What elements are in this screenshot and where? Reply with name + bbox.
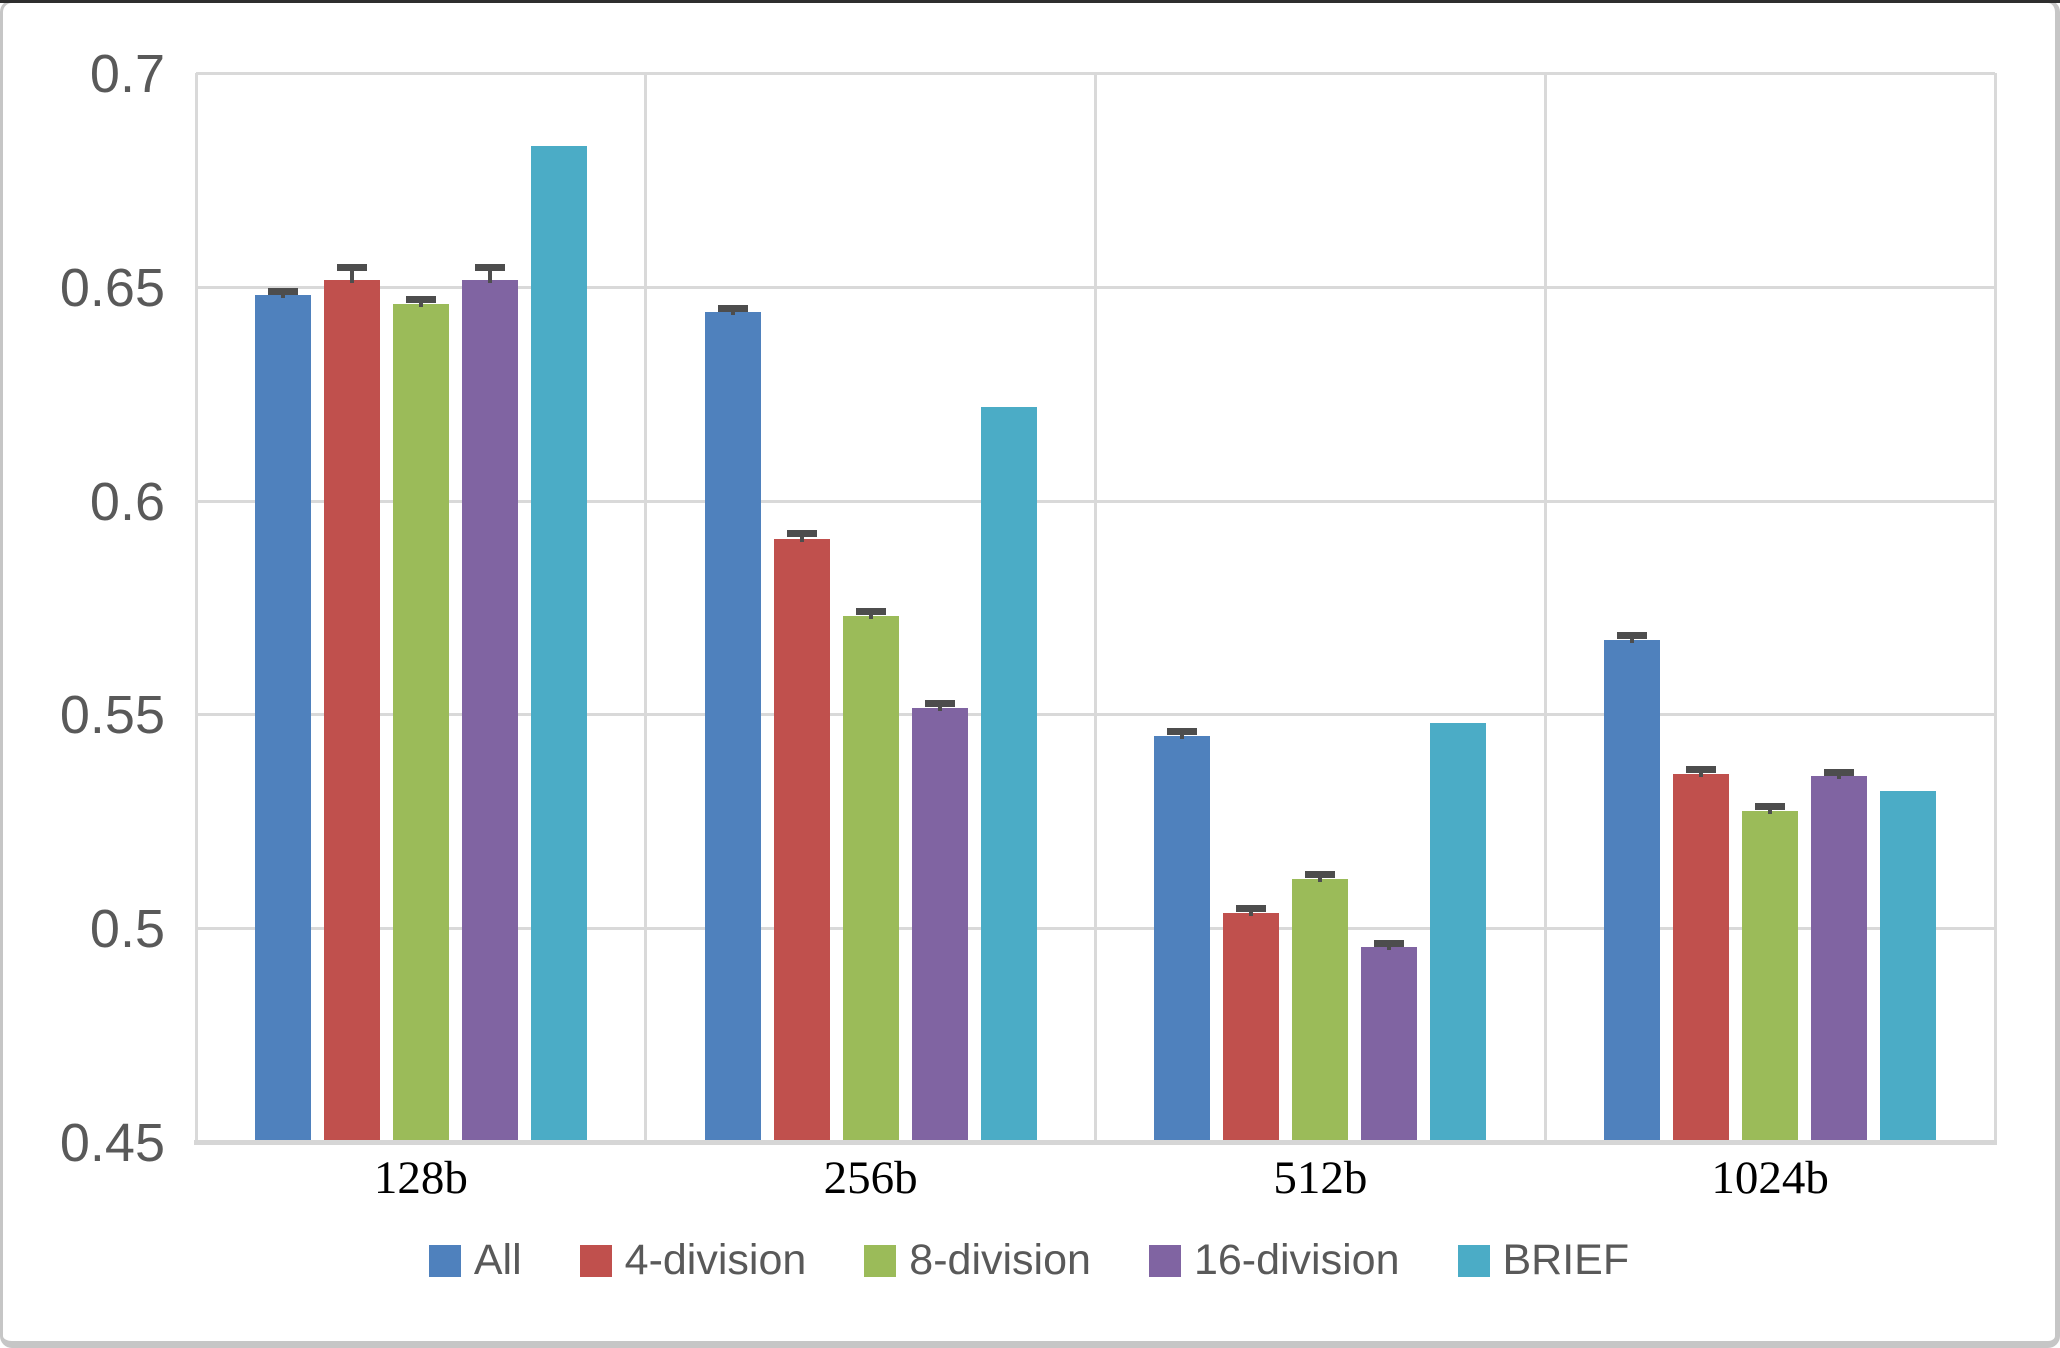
- legend-item-8-division: 8-division: [864, 1239, 1091, 1282]
- bar-16-division-256b: [911, 707, 968, 1142]
- legend-swatch-icon: [579, 1244, 612, 1277]
- window-top-edge: [0, 0, 2060, 3]
- error-bar-cap: [336, 264, 367, 272]
- legend-swatch-icon: [1148, 1244, 1181, 1277]
- error-bar-stem: [1249, 908, 1254, 917]
- legend-label: BRIEF: [1502, 1236, 1630, 1284]
- error-bar-stem: [1837, 772, 1842, 780]
- error-bar-cap: [855, 608, 886, 616]
- legend-item-brief: BRIEF: [1457, 1236, 1630, 1284]
- error-bar-stem: [1630, 635, 1635, 643]
- error-bar-stem: [1768, 806, 1773, 814]
- bar-16-division-128b: [461, 280, 518, 1142]
- error-bar-stem: [1180, 731, 1185, 739]
- bar-all-128b: [254, 295, 311, 1142]
- bar-chart-plot-area: 0.45 0.5 0.55 0.6 0.65 0.7 128b 256b 512b 1024b: [3, 3, 2055, 1341]
- x-axis-category-label: 512b: [1273, 1152, 1368, 1204]
- error-bar-cap: [1617, 631, 1648, 639]
- bar-brief-256b: [980, 406, 1037, 1142]
- error-bar-stem: [937, 703, 942, 711]
- legend: All 4-division 8-division 16-division BRIEF: [3, 1239, 2055, 1282]
- bar-8-division-128b: [392, 303, 449, 1142]
- bar-all-1024b: [1604, 639, 1661, 1142]
- error-bar-stem: [280, 291, 285, 299]
- y-axis-tick-label: 0.55: [59, 685, 165, 746]
- legend-item-16-division: 16-division: [1148, 1236, 1400, 1284]
- x-axis-category-label: 1024b: [1711, 1152, 1829, 1204]
- bar-brief-1024b: [1880, 791, 1937, 1142]
- error-bar-stem: [799, 533, 804, 543]
- error-bar-stem: [487, 267, 492, 284]
- error-bar-cap: [1686, 766, 1717, 774]
- y-axis-tick-label: 0.45: [59, 1113, 165, 1173]
- legend-swatch-icon: [1457, 1244, 1490, 1277]
- error-bar-cap: [786, 530, 817, 538]
- error-bar-cap: [474, 264, 505, 272]
- error-bar-stem: [1387, 943, 1392, 951]
- v-gridline: [1543, 73, 1547, 1142]
- bar-all-256b: [704, 312, 761, 1142]
- legend-item-all: All: [428, 1236, 522, 1284]
- error-bar-cap: [267, 287, 298, 295]
- error-bar-cap: [1755, 802, 1786, 810]
- v-gridline: [644, 73, 648, 1142]
- legend-label: 8-division: [909, 1236, 1091, 1284]
- bar-all-512b: [1154, 735, 1211, 1142]
- bar-16-division-512b: [1361, 947, 1418, 1142]
- bar-4-division-1024b: [1673, 774, 1730, 1142]
- legend-swatch-icon: [428, 1244, 461, 1277]
- bar-4-division-256b: [773, 539, 830, 1142]
- error-bar-stem: [1699, 769, 1704, 778]
- x-axis-category-label: 128b: [373, 1152, 468, 1204]
- error-bar-cap: [405, 296, 436, 304]
- legend-label: 4-division: [624, 1236, 807, 1284]
- v-gridline: [1993, 73, 1997, 1142]
- x-axis-line: [194, 1140, 1997, 1145]
- y-axis-tick-label: 0.6: [89, 471, 165, 532]
- error-bar-stem: [1318, 874, 1323, 883]
- bar-16-division-1024b: [1811, 776, 1868, 1142]
- bar-brief-128b: [530, 145, 587, 1142]
- error-bar-stem: [418, 299, 423, 307]
- y-axis-tick-label: 0.5: [89, 899, 165, 960]
- y-axis-tick-label: 0.65: [59, 257, 165, 318]
- bar-8-division-256b: [842, 616, 899, 1142]
- bar-brief-512b: [1430, 722, 1487, 1142]
- legend-item-4-division: 4-division: [579, 1236, 807, 1284]
- error-bar-cap: [1374, 939, 1405, 947]
- bar-4-division-128b: [323, 280, 380, 1142]
- legend-swatch-icon: [864, 1244, 897, 1277]
- error-bar-cap: [717, 304, 748, 312]
- y-axis-tick-label: 0.7: [89, 44, 165, 104]
- error-bar-cap: [1167, 728, 1198, 735]
- bar-8-division-1024b: [1742, 810, 1799, 1142]
- error-bar-stem: [868, 611, 873, 620]
- error-bar-cap: [1824, 768, 1855, 776]
- v-gridline: [1094, 73, 1097, 1142]
- bar-4-division-512b: [1223, 913, 1280, 1142]
- x-axis-category-label: 256b: [823, 1152, 918, 1204]
- error-bar-stem: [349, 267, 354, 284]
- error-bar-cap: [924, 700, 955, 708]
- legend-label: 16-division: [1193, 1236, 1400, 1284]
- error-bar-cap: [1305, 871, 1336, 879]
- legend-label: All: [473, 1236, 522, 1284]
- error-bar-cap: [1236, 905, 1267, 913]
- v-gridline: [194, 73, 198, 1142]
- bar-8-division-512b: [1292, 879, 1349, 1142]
- error-bar-stem: [730, 308, 735, 316]
